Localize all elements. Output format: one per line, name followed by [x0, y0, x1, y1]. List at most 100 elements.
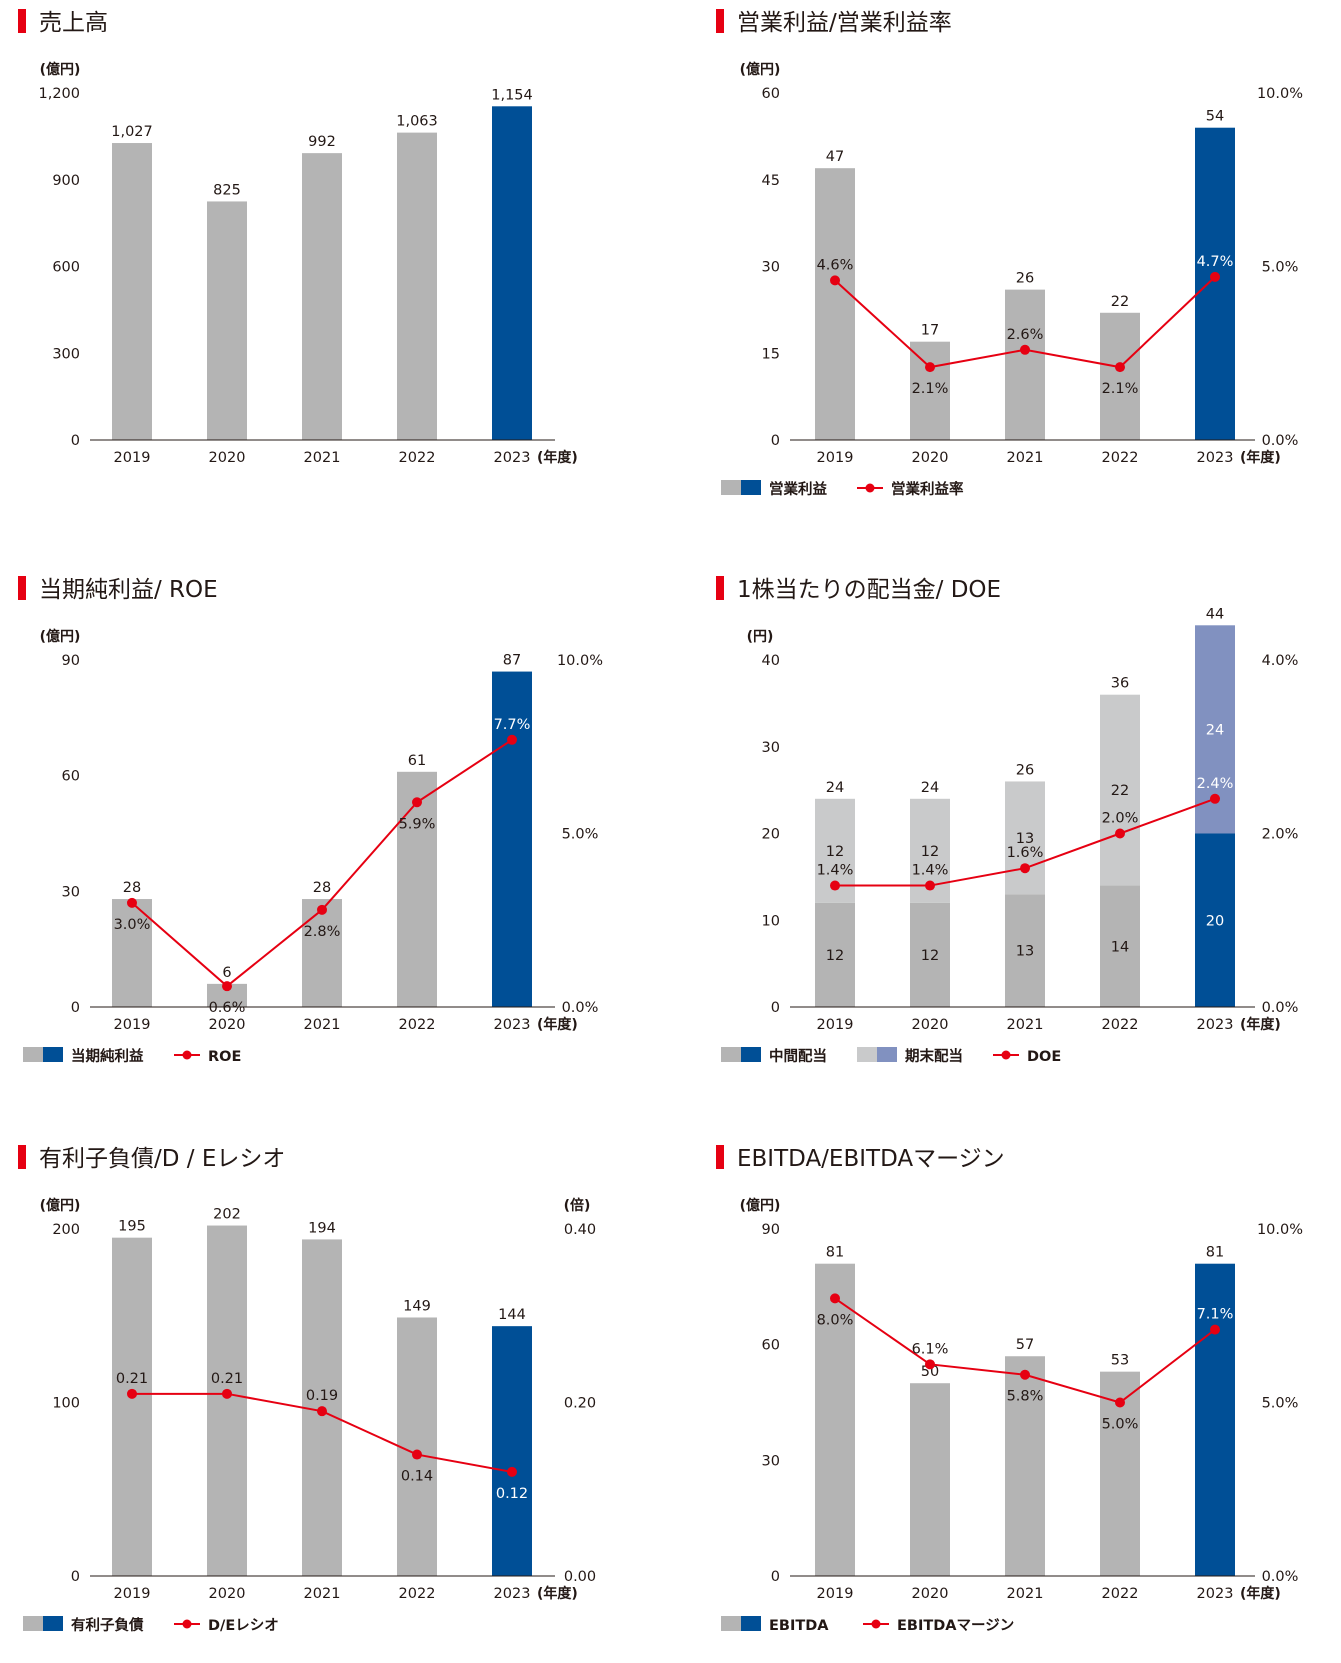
line-point [925, 880, 935, 891]
x-tick-label: 2021 [1007, 1586, 1044, 1602]
bar-value-label: 81 [1206, 1245, 1224, 1261]
left-unit-label: (億円) [740, 61, 781, 78]
chart-title: 営業利益/営業利益率 [737, 10, 952, 36]
segment-value-label: 13 [1016, 944, 1034, 960]
line-value-label: 8.0% [817, 1312, 854, 1328]
x-unit-label: (年度) [537, 449, 578, 466]
legend-swatch [721, 480, 741, 495]
legend-label: 営業利益率 [891, 480, 964, 498]
y2-tick-label: 0.40 [564, 1222, 596, 1238]
y-tick-label: 0 [771, 1000, 780, 1016]
bar-value-label: 992 [308, 134, 336, 150]
bar-value-label: 1,027 [111, 124, 153, 140]
line-value-label: 2.6% [1007, 327, 1044, 343]
chart-debt: 有利子負債/D / Eレシオ (億円) (倍) 0 100 200 0.00 0.20 0.40… [18, 1145, 596, 1634]
chart-operating: 営業利益/営業利益率 (億円) 0 15 30 45 60 0.0% 5.0% 10.0% 47 17… [716, 9, 1303, 498]
line-point [317, 1406, 327, 1417]
chart-title: EBITDA/EBITDAマージン [737, 1146, 1005, 1172]
line-value-label: 1.4% [912, 863, 949, 879]
y-tick-label: 40 [762, 653, 780, 669]
y-tick-label: 10 [762, 913, 780, 929]
bar-value-label: 144 [498, 1307, 526, 1323]
x-unit-label: (年度) [537, 1585, 578, 1602]
line-point [1020, 863, 1030, 874]
y-tick-label: 0 [71, 1569, 80, 1585]
line-point [412, 1449, 422, 1460]
y2-tick-label: 2.0% [1262, 827, 1299, 843]
x-tick-label: 2020 [209, 1586, 246, 1602]
y-tick-label: 600 [52, 260, 80, 276]
x-tick-label: 2022 [1102, 1017, 1139, 1033]
legend-item: DOE [993, 1049, 1061, 1065]
y2-tick-label: 4.0% [1262, 653, 1299, 669]
y-tick-label: 60 [762, 1338, 780, 1354]
bar-debt-series0-2020 [207, 1225, 247, 1576]
line-value-label: 3.0% [114, 917, 151, 933]
line-point [1210, 1324, 1220, 1335]
legend-marker [871, 1619, 881, 1629]
legend-label: 当期純利益 [71, 1047, 144, 1065]
x-tick-label: 2020 [209, 450, 246, 466]
bar-sales-value-2019 [112, 143, 152, 441]
bar-net-series0-2023 [492, 671, 532, 1007]
legend-item: EBITDAマージン [863, 1618, 1014, 1634]
bar-ebitda-series0-2023 [1195, 1263, 1235, 1576]
bar-value-label: 53 [1111, 1353, 1129, 1369]
legend-marker [182, 1050, 192, 1060]
left-unit-label: (円) [747, 629, 774, 645]
bar-dividend-series1-2021 [1005, 781, 1045, 895]
legend-swatch [741, 480, 761, 495]
left-unit-label: (億円) [40, 1197, 81, 1214]
line-value-label: 5.0% [1102, 1417, 1139, 1433]
y-tick-label: 900 [52, 173, 80, 189]
line-value-label: 1.6% [1007, 845, 1044, 861]
x-tick-label: 2019 [114, 1017, 151, 1033]
bar-net-series0-2020 [207, 983, 247, 1007]
bar-operating-series0-2023 [1195, 127, 1235, 440]
bar-value-label: 28 [123, 880, 141, 896]
title-marker [716, 9, 724, 33]
bar-value-label: 57 [1016, 1337, 1034, 1353]
y-tick-label: 20 [762, 827, 780, 843]
bar-value-label: 825 [213, 182, 241, 198]
y2-tick-label: 5.0% [1262, 260, 1299, 276]
bar-total-label: 24 [921, 780, 939, 796]
legend-label: 中間配当 [769, 1047, 827, 1065]
y2-tick-label: 10.0% [557, 653, 603, 669]
x-tick-label: 2023 [494, 1586, 531, 1602]
chart-title: 売上高 [39, 10, 108, 36]
title-marker [18, 576, 26, 600]
line-value-label: 0.6% [209, 1000, 246, 1016]
legend-swatch [23, 1047, 43, 1062]
left-unit-label: (億円) [740, 1197, 781, 1214]
legend-item: EBITDA [721, 1616, 829, 1634]
segment-value-label: 14 [1111, 939, 1129, 955]
line-point [1115, 1397, 1125, 1408]
line-point [1210, 793, 1220, 804]
bar-value-label: 149 [403, 1298, 431, 1314]
bar-sales-value-2023 [492, 106, 532, 440]
y-tick-label: 0 [771, 1569, 780, 1585]
chart-dividend: 1株当たりの配当金/ DOE (円) 0 10 20 30 40 0.0% 2.0% 4.0% 12… [716, 576, 1298, 1065]
chart-net: 当期純利益/ ROE (億円) 0 30 60 90 0.0% 5.0% 10.0% 28 6 28 6… [18, 576, 603, 1065]
y-tick-label: 200 [52, 1222, 80, 1238]
y-tick-label: 1,200 [38, 86, 80, 102]
line-value-label: 0.19 [306, 1388, 338, 1404]
bar-value-label: 22 [1111, 294, 1129, 310]
x-tick-label: 2019 [114, 1586, 151, 1602]
line-point [412, 797, 422, 808]
segment-value-label: 22 [1111, 783, 1129, 799]
legend-swatch [43, 1616, 63, 1631]
x-tick-label: 2019 [114, 450, 151, 466]
legend-label: 有利子負債 [71, 1616, 144, 1634]
bar-dividend-series1-2022 [1100, 694, 1140, 886]
x-tick-label: 2023 [1197, 1017, 1234, 1033]
bar-value-label: 194 [308, 1220, 336, 1236]
legend-label: 期末配当 [905, 1047, 963, 1065]
x-tick-label: 2021 [1007, 450, 1044, 466]
y-tick-label: 30 [762, 260, 780, 276]
line-point [127, 1388, 137, 1399]
x-unit-label: (年度) [1240, 1585, 1281, 1602]
y-tick-label: 30 [762, 1453, 780, 1469]
